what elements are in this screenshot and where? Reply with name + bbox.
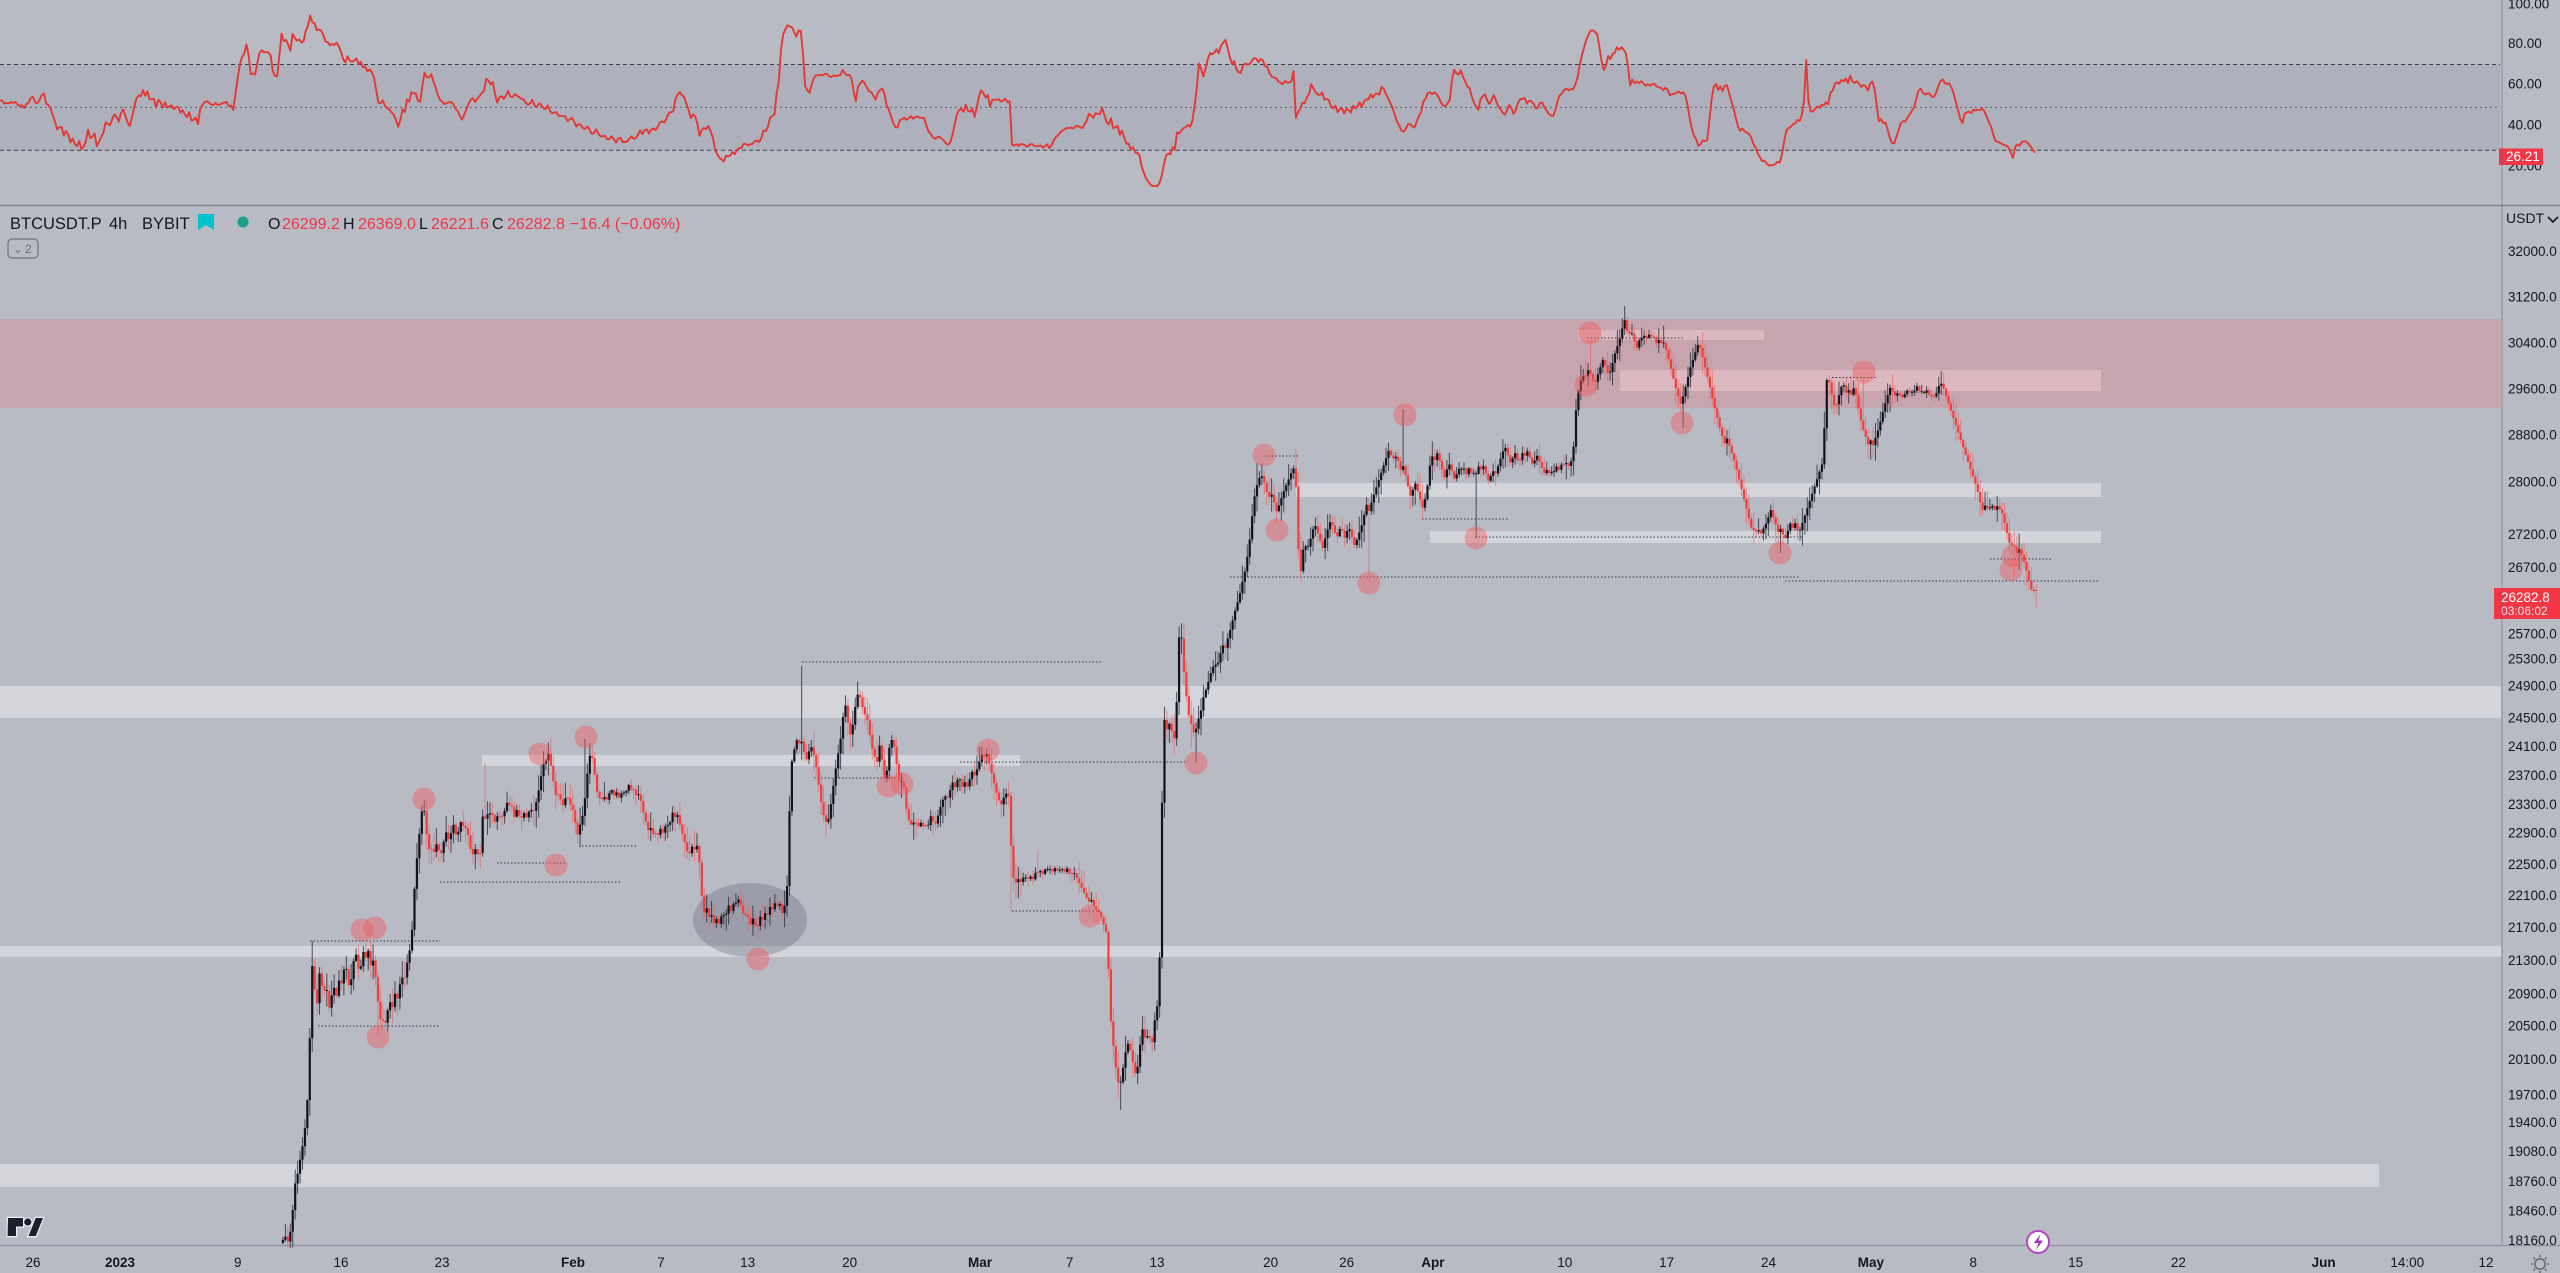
svg-text:24100.0: 24100.0 — [2508, 739, 2557, 754]
svg-text:26282.8: 26282.8 — [507, 216, 565, 233]
svg-text:19400.0: 19400.0 — [2508, 1115, 2557, 1130]
svg-text:4h: 4h — [109, 215, 127, 233]
svg-text:H: H — [343, 216, 355, 233]
svg-text:25300.0: 25300.0 — [2508, 652, 2557, 667]
svg-text:Jun: Jun — [2312, 1255, 2336, 1270]
svg-text:BYBIT: BYBIT — [142, 215, 190, 233]
svg-text:31200.0: 31200.0 — [2508, 290, 2557, 305]
svg-text:7: 7 — [657, 1255, 665, 1270]
svg-text:USDT: USDT — [2506, 210, 2545, 226]
svg-text:22500.0: 22500.0 — [2508, 857, 2557, 872]
svg-text:18460.0: 18460.0 — [2508, 1204, 2557, 1219]
svg-text:23: 23 — [434, 1255, 449, 1270]
svg-text:32000.0: 32000.0 — [2508, 244, 2557, 259]
svg-text:7: 7 — [1066, 1255, 1074, 1270]
svg-text:29600.0: 29600.0 — [2508, 382, 2557, 397]
svg-text:25700.0: 25700.0 — [2508, 627, 2557, 642]
svg-text:26282.8: 26282.8 — [2501, 590, 2550, 605]
svg-text:18160.0: 18160.0 — [2508, 1233, 2557, 1248]
svg-text:24500.0: 24500.0 — [2508, 711, 2557, 726]
svg-text:20100.0: 20100.0 — [2508, 1052, 2557, 1067]
svg-text:12: 12 — [2478, 1255, 2493, 1270]
svg-text:10: 10 — [1557, 1255, 1572, 1270]
svg-text:19080.0: 19080.0 — [2508, 1144, 2557, 1159]
svg-text:8: 8 — [1969, 1255, 1977, 1270]
svg-text:Apr: Apr — [1421, 1255, 1445, 1270]
svg-text:22: 22 — [2171, 1255, 2186, 1270]
svg-text:80.00: 80.00 — [2508, 36, 2542, 51]
svg-text:C: C — [492, 216, 504, 233]
svg-text:26369.0: 26369.0 — [358, 216, 416, 233]
svg-text:100.00: 100.00 — [2508, 0, 2549, 12]
svg-text:14:00: 14:00 — [2390, 1255, 2424, 1270]
svg-text:24: 24 — [1761, 1255, 1777, 1270]
svg-text:⌄: ⌄ — [13, 242, 23, 256]
svg-text:2: 2 — [25, 242, 32, 256]
svg-text:May: May — [1858, 1255, 1885, 1270]
svg-text:03:06:02: 03:06:02 — [2501, 604, 2548, 618]
svg-text:40.00: 40.00 — [2508, 118, 2542, 133]
svg-text:30400.0: 30400.0 — [2508, 336, 2557, 351]
svg-text:60.00: 60.00 — [2508, 77, 2542, 92]
svg-text:BTCUSDT.P: BTCUSDT.P — [10, 215, 102, 233]
svg-text:23300.0: 23300.0 — [2508, 797, 2557, 812]
svg-text:28000.0: 28000.0 — [2508, 475, 2557, 490]
svg-text:21700.0: 21700.0 — [2508, 920, 2557, 935]
svg-text:20900.0: 20900.0 — [2508, 986, 2557, 1001]
svg-text:19700.0: 19700.0 — [2508, 1088, 2557, 1103]
svg-text:22900.0: 22900.0 — [2508, 826, 2557, 841]
svg-text:20500.0: 20500.0 — [2508, 1018, 2557, 1033]
svg-text:L: L — [419, 216, 428, 233]
svg-text:24900.0: 24900.0 — [2508, 679, 2557, 694]
svg-text:20: 20 — [842, 1255, 857, 1270]
svg-text:−16.4 (−0.06%): −16.4 (−0.06%) — [570, 216, 680, 233]
svg-text:26299.2: 26299.2 — [282, 216, 340, 233]
svg-text:28800.0: 28800.0 — [2508, 428, 2557, 443]
svg-text:26: 26 — [25, 1255, 40, 1270]
svg-text:22100.0: 22100.0 — [2508, 888, 2557, 903]
svg-text:26.21: 26.21 — [2506, 149, 2540, 164]
svg-text:15: 15 — [2068, 1255, 2083, 1270]
svg-text:18760.0: 18760.0 — [2508, 1174, 2557, 1189]
svg-text:Feb: Feb — [561, 1255, 585, 1270]
svg-text:16: 16 — [333, 1255, 348, 1270]
svg-text:26: 26 — [1339, 1255, 1354, 1270]
svg-text:26700.0: 26700.0 — [2508, 560, 2557, 575]
svg-text:20: 20 — [1263, 1255, 1278, 1270]
svg-text:13: 13 — [1149, 1255, 1164, 1270]
svg-text:23700.0: 23700.0 — [2508, 768, 2557, 783]
svg-text:21300.0: 21300.0 — [2508, 953, 2557, 968]
svg-text:O: O — [268, 216, 280, 233]
svg-text:Mar: Mar — [968, 1255, 993, 1270]
svg-text:2023: 2023 — [105, 1255, 136, 1270]
svg-text:17: 17 — [1659, 1255, 1674, 1270]
svg-text:26221.6: 26221.6 — [431, 216, 489, 233]
svg-text:27200.0: 27200.0 — [2508, 527, 2557, 542]
svg-text:9: 9 — [234, 1255, 242, 1270]
svg-text:13: 13 — [740, 1255, 755, 1270]
